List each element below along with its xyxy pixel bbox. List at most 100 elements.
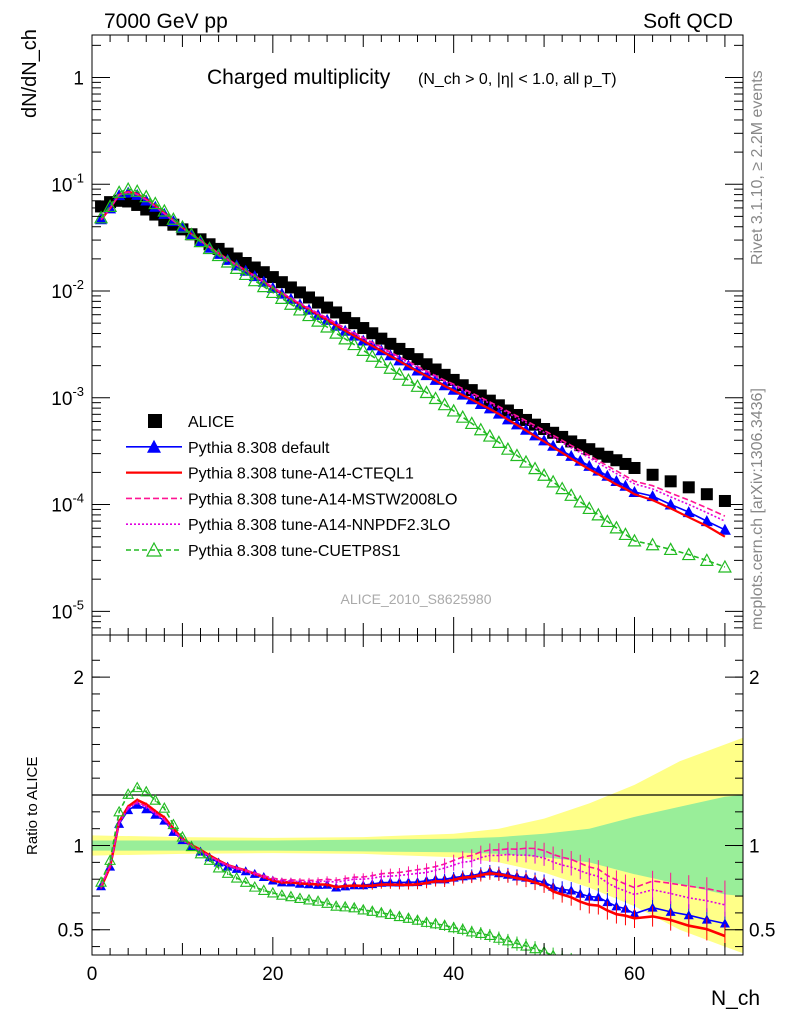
ratio-point <box>411 914 424 925</box>
legend-label: Pythia 8.308 tune-CUETP8S1 <box>188 543 401 560</box>
data-point <box>320 319 335 333</box>
ratio-line <box>100 786 555 955</box>
legend-entry: Pythia 8.308 default <box>126 439 330 457</box>
ratio-point <box>501 934 514 946</box>
legend-marker <box>147 439 161 453</box>
legend-label: Pythia 8.308 tune-A14-NNPDF2.3LO <box>188 517 450 534</box>
legend-label: ALICE <box>188 414 234 431</box>
legend-label: Pythia 8.308 tune-A14-CTEQL1 <box>188 466 414 483</box>
chart-subtitle: (N_ch > 0, |η| < 1.0, all p_T) <box>418 71 617 88</box>
data-point <box>348 317 361 330</box>
ratio-series-5 <box>95 781 621 979</box>
data-point <box>456 379 469 392</box>
data-point <box>148 196 163 210</box>
data-point <box>537 468 552 481</box>
data-point <box>193 234 208 248</box>
data-point <box>500 441 515 455</box>
data-point <box>283 296 298 310</box>
data-point <box>139 189 154 203</box>
ratio-point <box>149 794 162 805</box>
data-point <box>582 501 597 515</box>
data-point <box>601 450 614 463</box>
ratio-point <box>275 889 288 900</box>
data-point <box>103 199 118 213</box>
data-point <box>402 348 415 361</box>
ratio-line <box>100 801 726 906</box>
y-axis-label-ratio: Ratio to ALICE <box>24 757 41 855</box>
series-2 <box>100 190 726 538</box>
data-point <box>301 308 317 322</box>
data-point <box>130 183 145 197</box>
data-point <box>591 507 606 521</box>
legend-entry: Pythia 8.308 tune-A14-MSTW2008LO <box>126 491 457 508</box>
data-point <box>230 252 243 265</box>
data-point <box>339 311 352 324</box>
data-point <box>175 219 190 233</box>
data-point <box>321 301 334 314</box>
data-point <box>583 443 596 456</box>
ratio-point <box>194 847 207 859</box>
data-point <box>464 416 479 430</box>
data-point <box>491 435 506 449</box>
ratio-point <box>140 785 153 797</box>
ratio-point <box>483 929 496 941</box>
ratio-point <box>492 932 505 943</box>
legend-entry: Pythia 8.308 tune-CUETP8S1 <box>126 541 401 560</box>
series-5 <box>94 181 732 573</box>
data-point <box>718 494 731 507</box>
data-point <box>95 200 108 213</box>
series-line <box>100 188 726 568</box>
data-point <box>419 385 434 399</box>
ratio-point <box>611 970 621 979</box>
ratio-point <box>393 910 406 922</box>
legend-marker <box>148 414 162 428</box>
x-tick-label: 20 <box>262 964 283 985</box>
ratio-point <box>584 962 594 971</box>
ratio-y-tick-label: 2 <box>73 668 84 689</box>
legend-label: Pythia 8.308 tune-A14-MSTW2008LO <box>188 491 457 508</box>
data-point <box>357 322 370 335</box>
data-point <box>293 286 306 299</box>
data-point <box>112 185 127 198</box>
data-point <box>592 447 605 460</box>
analysis-tag: ALICE_2010_S8625980 <box>340 591 491 607</box>
series-0 <box>95 194 731 507</box>
ratio-point <box>167 818 180 830</box>
data-point <box>122 195 135 208</box>
data-point <box>239 256 252 269</box>
ratio-point <box>465 925 478 937</box>
data-point <box>555 481 570 495</box>
data-point <box>446 403 461 417</box>
data-point <box>303 291 315 304</box>
ratio-point <box>113 805 126 817</box>
data-point <box>663 542 678 556</box>
ratio-point <box>203 854 216 865</box>
ratio-point <box>257 884 270 895</box>
data-point <box>410 379 425 392</box>
ratio-y-tick-label: 1 <box>73 837 84 858</box>
data-point <box>356 343 371 356</box>
ratio-point <box>474 927 487 938</box>
legend-entry: ALICE <box>148 414 234 431</box>
data-point <box>682 481 695 494</box>
ratio-point <box>447 921 460 933</box>
data-point <box>338 331 353 345</box>
data-point <box>211 248 226 262</box>
data-point <box>248 261 261 274</box>
data-point <box>681 547 696 561</box>
data-point <box>482 428 497 442</box>
ratio-point <box>357 903 370 915</box>
y-tick-label-main: 1 <box>73 68 84 89</box>
data-point <box>366 327 379 340</box>
ratio-y-tick-label-right: 2 <box>749 668 760 689</box>
ratio-point <box>185 840 198 852</box>
data-point <box>700 488 713 501</box>
ratio-point <box>131 781 144 793</box>
data-point <box>184 227 199 241</box>
data-point <box>202 241 217 255</box>
x-tick-label: 0 <box>87 964 98 985</box>
data-point <box>121 181 136 195</box>
data-point <box>628 461 641 474</box>
ratio-point <box>348 901 361 913</box>
